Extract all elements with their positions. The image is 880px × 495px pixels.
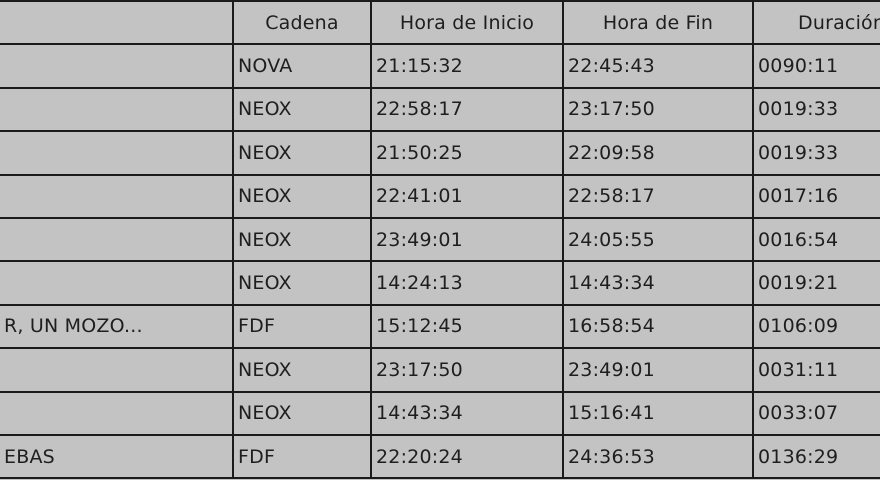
- header-row: Cadena Hora de Inicio Hora de Fin Duraci…: [0, 0, 880, 44]
- cell-title[interactable]: [0, 89, 234, 130]
- cell-hora-inicio[interactable]: 22:58:17: [370, 88, 562, 131]
- cell-duracion[interactable]: 0017:16: [752, 175, 880, 217]
- header-cell-duracion[interactable]: Duración: [752, 2, 880, 44]
- cell-cadena[interactable]: NEOX: [232, 88, 370, 131]
- cell-cadena[interactable]: NEOX: [232, 175, 370, 217]
- cell-hora-fin[interactable]: 22:45:43: [562, 45, 752, 87]
- cell-cadena[interactable]: NEOX: [232, 262, 370, 304]
- cell-hora-inicio[interactable]: 22:41:01: [370, 175, 562, 217]
- cell-hora-inicio[interactable]: 23:17:50: [370, 349, 562, 391]
- table-row: NEOX 14:24:13 14:43:34 0019:21: [0, 260, 880, 304]
- cell-hora-inicio[interactable]: 23:49:01: [370, 219, 562, 261]
- cell-title[interactable]: [0, 45, 234, 86]
- cell-duracion[interactable]: 0136:29: [752, 436, 880, 478]
- cell-title[interactable]: [0, 176, 234, 217]
- cell-duracion[interactable]: 0019:21: [752, 262, 880, 304]
- cell-hora-inicio[interactable]: 21:50:25: [370, 132, 562, 174]
- cell-title[interactable]: [0, 219, 234, 260]
- cell-hora-fin[interactable]: 16:58:54: [562, 305, 752, 348]
- cell-cadena[interactable]: FDF: [232, 436, 370, 478]
- cell-cadena[interactable]: FDF: [232, 305, 370, 348]
- cell-cadena[interactable]: NEOX: [232, 392, 370, 434]
- cell-cadena[interactable]: NEOX: [232, 349, 370, 391]
- cell-hora-fin[interactable]: 24:05:55: [562, 219, 752, 261]
- cell-hora-fin[interactable]: 15:16:41: [562, 392, 752, 434]
- table-row: R, UN MOZO... FDF 15:12:45 16:58:54 0106:09: [0, 303, 880, 348]
- cell-hora-inicio[interactable]: 21:15:32: [370, 45, 562, 87]
- header-cell-hora-fin[interactable]: Hora de Fin: [562, 2, 752, 44]
- cell-hora-inicio[interactable]: 22:20:24: [370, 436, 562, 478]
- table-row: NEOX 14:43:34 15:16:41 0033:07: [0, 390, 880, 434]
- cell-duracion[interactable]: 0106:09: [752, 305, 880, 348]
- cell-title[interactable]: [0, 393, 234, 434]
- header-cell-hora-inicio[interactable]: Hora de Inicio: [370, 2, 562, 44]
- cell-duracion[interactable]: 0031:11: [752, 349, 880, 391]
- cell-hora-fin[interactable]: 23:17:50: [562, 88, 752, 131]
- table-row: NEOX 21:50:25 22:09:58 0019:33: [0, 130, 880, 174]
- cell-hora-fin[interactable]: 22:58:17: [562, 175, 752, 217]
- cell-title[interactable]: R, UN MOZO...: [0, 306, 234, 347]
- table-row: NEOX 23:17:50 23:49:01 0031:11: [0, 347, 880, 391]
- cell-duracion[interactable]: 0019:33: [752, 88, 880, 131]
- cell-title[interactable]: [0, 132, 234, 173]
- cell-hora-fin[interactable]: 14:43:34: [562, 262, 752, 304]
- cell-title[interactable]: [0, 349, 234, 390]
- table-row: NOVA 21:15:32 22:45:43 0090:11: [0, 43, 880, 87]
- cell-hora-inicio[interactable]: 15:12:45: [370, 305, 562, 348]
- header-cell-title[interactable]: [0, 2, 234, 43]
- spreadsheet-table: Cadena Hora de Inicio Hora de Fin Duraci…: [0, 0, 880, 480]
- table-row: EBAS FDF 22:20:24 24:36:53 0136:29: [0, 434, 880, 480]
- cell-hora-inicio[interactable]: 14:24:13: [370, 262, 562, 304]
- header-cell-cadena[interactable]: Cadena: [232, 2, 370, 44]
- cell-title[interactable]: EBAS: [0, 436, 234, 477]
- cell-duracion[interactable]: 0016:54: [752, 219, 880, 261]
- cell-cadena[interactable]: NEOX: [232, 132, 370, 174]
- cell-hora-fin[interactable]: 22:09:58: [562, 132, 752, 174]
- cell-hora-inicio[interactable]: 14:43:34: [370, 392, 562, 434]
- table-row: NEOX 23:49:01 24:05:55 0016:54: [0, 217, 880, 261]
- cell-duracion[interactable]: 0019:33: [752, 132, 880, 174]
- table-row: NEOX 22:58:17 23:17:50 0019:33: [0, 86, 880, 131]
- cell-cadena[interactable]: NEOX: [232, 219, 370, 261]
- cell-duracion[interactable]: 0090:11: [752, 45, 880, 87]
- cell-hora-fin[interactable]: 23:49:01: [562, 349, 752, 391]
- cell-title[interactable]: [0, 262, 234, 303]
- cell-cadena[interactable]: NOVA: [232, 45, 370, 87]
- cell-hora-fin[interactable]: 24:36:53: [562, 436, 752, 478]
- table-row: NEOX 22:41:01 22:58:17 0017:16: [0, 173, 880, 217]
- cell-duracion[interactable]: 0033:07: [752, 392, 880, 434]
